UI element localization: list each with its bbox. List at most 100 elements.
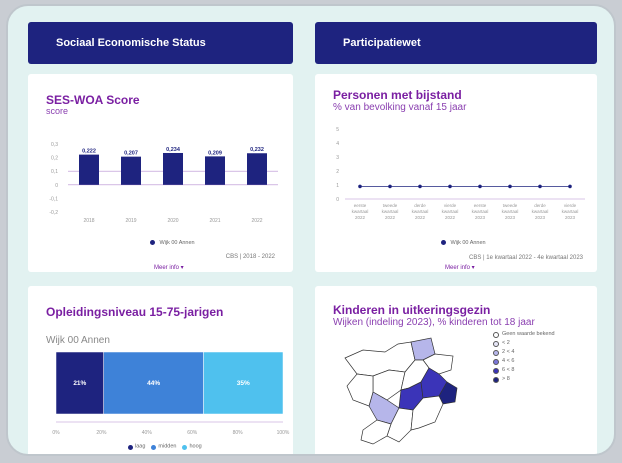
ses-bar xyxy=(247,153,267,185)
kinderen-title: Kinderen in uitkeringsgezin xyxy=(333,303,491,317)
bijstand-y-tick-label: 2 xyxy=(336,169,339,175)
ses-title: SES-WOA Score xyxy=(46,93,140,107)
map-region[interactable] xyxy=(344,341,416,377)
kinderen-legend-swatch xyxy=(493,340,499,347)
bijstand-x-tick-label: eerste xyxy=(474,203,487,208)
bijstand-point xyxy=(538,184,542,189)
opleiding-x-tick-label: 60% xyxy=(187,430,198,436)
map-region[interactable] xyxy=(360,419,392,445)
ses-more-info-link[interactable]: Meer info ▾ xyxy=(154,265,184,271)
opleiding-bar-value-label: 35% xyxy=(237,380,250,387)
opleiding-title: Opleidingsniveau 15-75-jarigen xyxy=(46,305,224,319)
opleiding-x-tick-label: 80% xyxy=(233,430,244,436)
kinderen-legend-swatch xyxy=(493,349,499,356)
bijstand-legend-label: Wijk 00 Annen xyxy=(450,239,486,246)
opleiding-legend-dot xyxy=(151,444,157,450)
bijstand-x-tick-label: 2023 xyxy=(535,215,546,220)
ses-legend-dot xyxy=(150,240,155,246)
opleiding-card: Opleidingsniveau 15-75-jarigen Wijk 00 A… xyxy=(28,286,293,454)
opleiding-legend-dot xyxy=(128,444,133,450)
opleiding-category-label: Wijk 00 Annen xyxy=(46,335,110,346)
kinderen-map[interactable] xyxy=(343,330,473,455)
ses-legend-label: Wijk 00 Annen xyxy=(159,239,195,246)
bijstand-point xyxy=(448,184,452,189)
ses-x-tick-label: 2020 xyxy=(167,218,178,224)
map-region[interactable] xyxy=(346,373,374,407)
bijstand-x-tick-label: 2023 xyxy=(475,215,486,220)
bijstand-point xyxy=(388,184,392,189)
opleiding-legend-label: laag xyxy=(135,444,146,450)
kinderen-legend-swatch xyxy=(493,358,499,365)
ses-y-tick-label: 0,3 xyxy=(51,142,58,148)
bijstand-card: Personen met bijstand % van bevolking va… xyxy=(315,74,597,272)
map-region[interactable] xyxy=(410,395,444,431)
bijstand-y-tick-label: 4 xyxy=(336,141,339,147)
opleiding-legend-item: hoog xyxy=(182,444,202,450)
opleiding-legend-item: midden xyxy=(151,444,176,450)
section-header-participatiewet-title: Participatiewet xyxy=(343,37,421,49)
ses-bar-chart: 0,3 0,2 0,1 0 -0,1 -0,2 0,222 2018 0,207 2019 0,23… xyxy=(49,142,278,224)
bijstand-title: Personen met bijstand xyxy=(333,88,462,102)
bijstand-x-tick-label: derde xyxy=(534,203,546,208)
kinderen-card: Kinderen in uitkeringsgezin Wijken (inde… xyxy=(315,286,597,455)
ses-bar xyxy=(79,154,99,185)
dashboard-frame: Sociaal Economische Status Participatiew… xyxy=(6,4,616,456)
section-header-ses: Sociaal Economische Status xyxy=(28,22,293,64)
bijstand-x-tick-label: kwartaal xyxy=(412,209,429,214)
bijstand-x-tick-label: kwartaal xyxy=(532,209,549,214)
bijstand-x-tick-label: 2022 xyxy=(385,215,396,220)
opleiding-legend-label: hoog xyxy=(189,444,202,450)
bijstand-legend-dot xyxy=(441,240,446,246)
kinderen-legend-label: > 8 xyxy=(502,376,510,382)
bijstand-point xyxy=(478,184,482,189)
bijstand-point xyxy=(568,184,572,189)
ses-bar xyxy=(205,156,225,185)
ses-y-tick-label: 0 xyxy=(55,183,58,189)
kinderen-legend-label: < 2 xyxy=(502,340,510,346)
bijstand-x-tick-label: tweede xyxy=(383,203,398,208)
ses-y-tick-label: 0,2 xyxy=(51,156,58,162)
bijstand-x-tick-label: 2022 xyxy=(415,215,426,220)
bijstand-x-tick-label: kwartaal xyxy=(472,209,489,214)
ses-x-tick-label: 2018 xyxy=(83,218,94,224)
kinderen-legend-item: 2 < 4 xyxy=(493,348,555,357)
bijstand-point xyxy=(358,184,362,189)
kinderen-legend: Geen waarde bekend < 2 2 < 4 4 < 6 6 < 8 > 8 xyxy=(493,330,555,384)
kinderen-legend-label: 2 < 4 xyxy=(502,349,515,355)
kinderen-legend-label: 4 < 6 xyxy=(502,358,515,364)
ses-x-tick-label: 2019 xyxy=(125,218,136,224)
bijstand-point xyxy=(508,184,512,189)
bijstand-more-info-link[interactable]: Meer info ▾ xyxy=(445,265,475,271)
kinderen-legend-swatch xyxy=(493,367,499,374)
bijstand-subtitle: % van bevolking vanaf 15 jaar xyxy=(333,102,467,113)
bijstand-x-tick-label: kwartaal xyxy=(442,209,459,214)
bijstand-x-tick-label: 2023 xyxy=(505,215,516,220)
ses-bar-value-label: 0,234 xyxy=(166,147,181,153)
opleiding-bar-value-label: 21% xyxy=(73,380,86,387)
bijstand-x-tick-label: 2022 xyxy=(355,215,366,220)
bijstand-y-tick-label: 0 xyxy=(336,197,339,203)
bijstand-x-tick-label: eerste xyxy=(354,203,367,208)
ses-x-tick-label: 2022 xyxy=(251,218,262,224)
bijstand-x-tick-label: kwartaal xyxy=(382,209,399,214)
kinderen-legend-item: Geen waarde bekend xyxy=(493,330,555,339)
bijstand-x-tick-label: kwartaal xyxy=(352,209,369,214)
ses-bar-value-label: 0,222 xyxy=(82,149,96,155)
ses-x-tick-label: 2021 xyxy=(209,218,220,224)
section-header-ses-title: Sociaal Economische Status xyxy=(56,37,206,49)
ses-legend: Wijk 00 Annen xyxy=(150,234,195,252)
bijstand-point xyxy=(418,184,422,189)
ses-card: SES-WOA Score score 0,3 0,2 0,1 0 -0,1 -0,2 0,… xyxy=(28,74,293,272)
opleiding-x-tick-label: 40% xyxy=(142,430,153,436)
ses-y-tick-label: 0,1 xyxy=(51,169,58,175)
ses-source: CBS | 2018 - 2022 xyxy=(225,254,275,260)
bijstand-x-tick-label: kwartaal xyxy=(562,209,579,214)
bijstand-x-tick-label: tweede xyxy=(503,203,518,208)
kinderen-legend-item: 4 < 6 xyxy=(493,357,555,366)
section-header-participatiewet: Participatiewet xyxy=(315,22,597,64)
bijstand-x-tick-label: derde xyxy=(414,203,426,208)
opleiding-legend: laag midden hoog xyxy=(128,444,208,450)
opleiding-bar-laag xyxy=(55,351,104,415)
bijstand-x-tick-label: vierde xyxy=(564,203,577,208)
kinderen-legend-item: < 2 xyxy=(493,339,555,348)
